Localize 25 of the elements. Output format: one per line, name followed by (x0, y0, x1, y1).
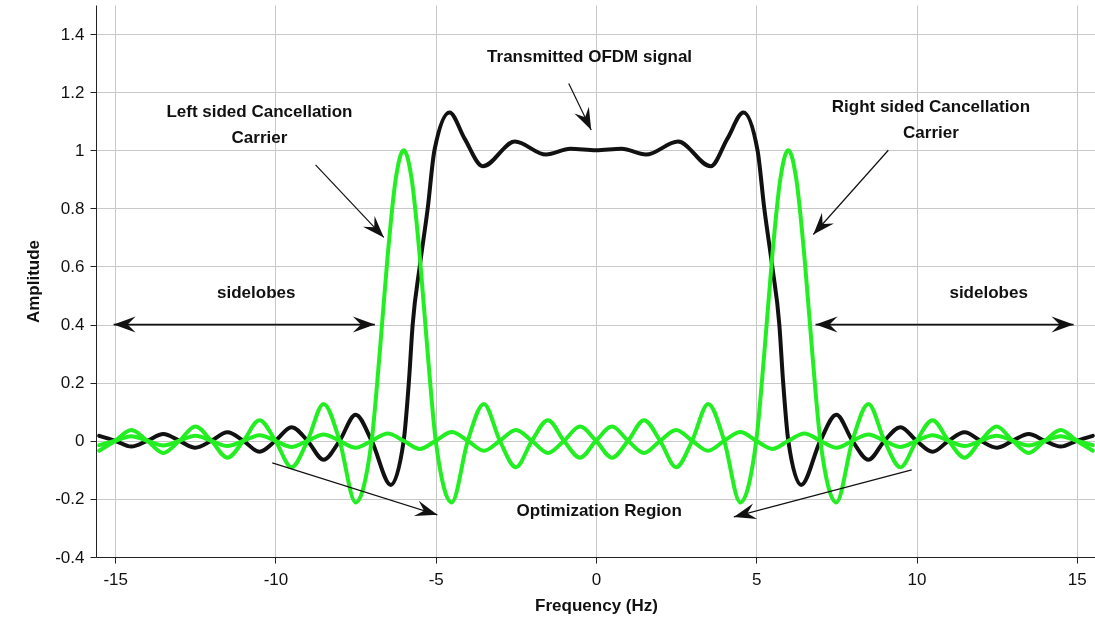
y-tick-label: 0.4 (60, 315, 85, 335)
x-tick-label: 5 (752, 569, 762, 589)
y-tick-label: 0.2 (60, 373, 85, 393)
y-tick-label: -0.2 (55, 489, 85, 509)
y-tick-label: 1.4 (60, 24, 85, 44)
annotation: sidelobes (949, 282, 1028, 302)
annotation: Right sided Cancellation Carrier (831, 96, 1031, 142)
annotation: sidelobes (217, 282, 296, 302)
x-tick-label: -15 (103, 569, 129, 589)
y-tick-label: -0.4 (55, 547, 85, 567)
annotation: Optimization Region (516, 500, 682, 520)
y-axis-title: Amplitude (24, 239, 44, 324)
x-tick-label: 0 (591, 569, 602, 589)
annotation: Left sided Cancellation Carrier (166, 102, 353, 148)
annotation: Transmitted OFDM signal (487, 47, 693, 67)
x-tick-label: 10 (907, 569, 927, 589)
x-axis-title: Frequency (Hz) (535, 595, 658, 615)
y-tick-label: 1.2 (60, 82, 85, 102)
y-tick-label: 1 (75, 140, 85, 160)
x-tick-label: -10 (263, 569, 289, 589)
x-tick-label: 15 (1067, 569, 1087, 589)
x-tick-label: -5 (428, 569, 444, 589)
y-tick-label: 0.6 (60, 256, 85, 276)
y-tick-label: 0 (75, 431, 85, 451)
y-tick-label: 0.8 (60, 198, 85, 218)
